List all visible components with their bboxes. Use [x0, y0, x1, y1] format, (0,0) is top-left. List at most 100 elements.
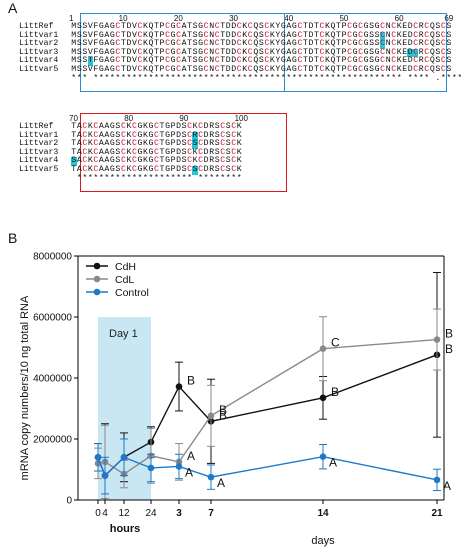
- residue: C: [214, 30, 220, 40]
- data-point: [319, 394, 327, 402]
- sequence-residues: MSSVFGAGCTDVCKQTPCGCATSGCNCTDDCKCQSCKYGA…: [71, 47, 452, 58]
- residue: C: [214, 39, 220, 49]
- residue: Q: [148, 39, 154, 49]
- residue: S: [446, 30, 452, 40]
- residue: C: [379, 30, 386, 41]
- residue: N: [209, 47, 215, 57]
- residue: K: [325, 56, 330, 66]
- residue: C: [319, 39, 325, 49]
- consensus-symbol: *: [192, 73, 198, 83]
- residue: C: [198, 147, 204, 157]
- consensus-symbol: *: [457, 74, 461, 84]
- residue: D: [225, 39, 231, 49]
- consensus-symbol: *: [93, 73, 99, 83]
- residue: P: [341, 64, 347, 74]
- residue: D: [407, 22, 413, 31]
- residue: C: [176, 39, 182, 49]
- residue: T: [154, 56, 159, 66]
- panel-a-label: A: [8, 0, 18, 16]
- residue: V: [87, 39, 93, 49]
- residue: K: [143, 130, 148, 140]
- residue: R: [418, 56, 424, 66]
- consensus-symbol: *: [159, 173, 165, 183]
- residue: T: [187, 39, 193, 49]
- residue: F: [93, 30, 99, 40]
- residue: G: [137, 139, 143, 149]
- residue: T: [187, 64, 193, 74]
- residue: C: [187, 139, 193, 149]
- ruler-tick-label: 50: [339, 14, 349, 23]
- residue: Q: [148, 30, 154, 40]
- residue: S: [446, 64, 452, 74]
- residue: G: [109, 39, 115, 49]
- y-tick-label: 2000000: [33, 435, 72, 446]
- residue: S: [435, 22, 441, 31]
- residue: T: [120, 47, 126, 57]
- residue: D: [203, 164, 209, 174]
- residue: Q: [253, 22, 259, 31]
- residue: C: [220, 156, 226, 166]
- residue: D: [308, 39, 314, 49]
- residue: S: [435, 30, 441, 40]
- residue: R: [418, 64, 424, 74]
- residue: C: [214, 64, 220, 74]
- residue: G: [170, 64, 176, 74]
- residue: G: [109, 156, 115, 166]
- residue: G: [170, 56, 176, 66]
- residue: S: [446, 56, 452, 66]
- residue: T: [154, 30, 159, 40]
- residue: C: [380, 56, 386, 66]
- residue: T: [120, 56, 126, 66]
- consensus-symbol: *: [236, 173, 242, 183]
- sequence-name: Littvar4: [19, 156, 59, 166]
- alignment-row: Littvar1 TACKCAAGSCKCGKGCTGPDSCRCDRSCSCK: [19, 130, 242, 141]
- residue: R: [209, 130, 215, 140]
- consensus-symbol: *: [181, 173, 187, 183]
- residue: K: [242, 30, 248, 40]
- data-point: [207, 412, 215, 420]
- residue: K: [325, 30, 330, 40]
- consensus-symbol: *: [120, 173, 126, 183]
- residue: S: [258, 56, 264, 66]
- residue: G: [170, 47, 176, 57]
- residue: C: [120, 139, 126, 149]
- consensus-symbol: *: [187, 173, 193, 183]
- consensus-symbol: *: [209, 73, 215, 83]
- sequence-residues: SACKCAAGSCKCGKGCTGPDSCKCDRSCSCK: [71, 157, 242, 166]
- residue: S: [115, 164, 121, 174]
- consensus-symbol: *: [231, 73, 237, 83]
- sequence-residues: MSSVFGAGCTDVCKQTPCGCATSGCNCTDDCKCQSCKYGA…: [71, 64, 452, 75]
- residue: C: [176, 47, 182, 57]
- consensus-symbol: *: [225, 73, 231, 83]
- residue: S: [369, 39, 375, 49]
- residue: P: [159, 39, 165, 49]
- residue: A: [104, 56, 110, 66]
- residue: G: [280, 56, 286, 66]
- consensus-symbol: *: [198, 173, 204, 183]
- residue: T: [120, 30, 126, 40]
- residue: G: [170, 22, 176, 31]
- residue: C: [115, 39, 121, 49]
- residue: C: [231, 139, 237, 149]
- residue: C: [264, 56, 270, 66]
- residue: C: [247, 47, 253, 57]
- residue: T: [159, 122, 165, 131]
- residue: T: [220, 47, 226, 57]
- residue: S: [258, 39, 264, 49]
- residue: E: [402, 56, 408, 66]
- residue: S: [225, 130, 231, 140]
- residue: T: [220, 39, 226, 49]
- residue: S: [435, 64, 441, 74]
- residue: K: [396, 22, 402, 31]
- consensus-symbol: *: [269, 73, 275, 83]
- residue: C: [358, 30, 364, 40]
- residue: A: [98, 164, 104, 174]
- residue: Y: [275, 56, 281, 66]
- consensus-symbol: *: [98, 73, 104, 83]
- residue: G: [198, 56, 204, 66]
- residue: A: [181, 39, 187, 49]
- residue: K: [325, 64, 330, 74]
- residue: S: [115, 156, 121, 166]
- residue: K: [143, 122, 148, 131]
- consensus-symbol: *: [187, 73, 193, 83]
